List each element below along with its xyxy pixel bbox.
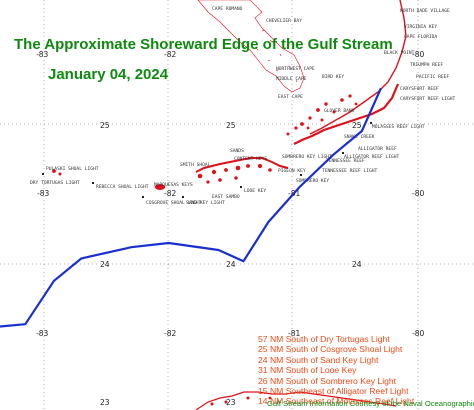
marker-looe-key — [240, 186, 242, 188]
map-date: January 04, 2024 — [48, 66, 169, 83]
place-labels: CAPE ROMANO CHEVELIER BAY NORTH DADE VIL… — [30, 6, 456, 206]
place-triumph-reef: TRIUMPH REEF — [410, 62, 443, 68]
station-entry: 31 NM South of Looe Key — [258, 365, 357, 376]
place-content-keys: CONTENT KEYS — [234, 156, 267, 162]
place-snake-creek: SNAKE CREEK — [344, 134, 375, 140]
place-cosgrove-light: COSGROVE SHOAL LIGHT — [146, 200, 202, 206]
place-molasses-light: MOLASSES REEF LIGHT — [372, 124, 425, 130]
lat-label-23b: 23 — [226, 398, 236, 407]
place-virginia-key: VIRGINIA KEY — [404, 24, 437, 30]
lon-label-bot-83: -83 — [36, 329, 48, 338]
land-dry-tortugas — [52, 169, 56, 173]
station-markers — [42, 122, 372, 198]
station-entry: 25 NM South of Cosgrove Shoal Light — [258, 344, 403, 355]
place-sand-key-light: SAND KEY LIGHT — [186, 200, 225, 206]
marker-sand-key — [182, 196, 184, 198]
land-everglades-dots — [255, 29, 298, 83]
place-carysfort-light: CARYSFORT REEF LIGHT — [400, 96, 456, 102]
place-pigeon-key: PIGEON KEY — [278, 168, 306, 174]
lat-label-25b: 25 — [226, 121, 236, 130]
land-southeast-coast — [309, 0, 407, 135]
lon-label-top-83: -83 — [36, 50, 48, 59]
land-marquesas — [154, 184, 166, 190]
land-dry-tortugas-2 — [58, 172, 62, 176]
place-glover-bank: GLOVER BANK — [324, 108, 355, 114]
lon-label-mid-80: -80 — [412, 189, 424, 198]
station-distance-list: 57 NM South of Dry Tortugas Light 25 NM … — [258, 334, 414, 407]
lat-label-24a: 24 — [100, 260, 110, 269]
place-marquesas: MARQUESAS KEYS — [154, 182, 193, 188]
place-sombrero-key: SOMBRERO KEY — [296, 178, 329, 184]
land-florida-bay-islands — [286, 94, 358, 136]
land-cuba-dots — [210, 396, 272, 406]
place-north-dade: NORTH DADE VILLAGE — [400, 8, 450, 14]
lat-label-25c: 25 — [352, 121, 362, 130]
lat-label-23a: 23 — [100, 398, 110, 407]
lon-label-top-80: -80 — [412, 50, 424, 59]
station-entry: 14 NM Southeast of Molasses Reef Light — [258, 396, 415, 407]
marker-cosgrove — [142, 196, 144, 198]
map-title: The Approximate Shoreward Edge of the Gu… — [14, 36, 393, 53]
lon-label-bot-80: -80 — [412, 329, 424, 338]
land-lower-keys — [195, 157, 289, 173]
marker-rebecca — [92, 182, 94, 184]
land-cuba-coast — [195, 391, 397, 410]
marker-molasses — [370, 122, 372, 124]
place-chevelier-bay: CHEVELIER BAY — [266, 18, 302, 24]
marker-dry-tortugas — [42, 173, 44, 175]
lat-label-24b: 24 — [226, 260, 236, 269]
land-mainland-coast — [197, 0, 305, 93]
place-carysfort-reef: CARYSFORT REEF — [400, 86, 439, 92]
place-cape-florida: CAPE FLORIDA — [404, 34, 437, 40]
lon-label-bot-81: -81 — [288, 329, 300, 338]
place-smith-shoal: SMITH SHOAL — [180, 162, 211, 168]
place-cape-romano: CAPE ROMANO — [212, 6, 243, 12]
place-sombrero-light: SOMBRERO KEY LIGHT — [282, 154, 332, 160]
land-lower-keys-islands — [197, 163, 272, 184]
station-entry: 24 NM South of Sand Key Light — [258, 354, 379, 365]
marker-alligator — [342, 152, 344, 154]
place-east-cape: EAST CAPE — [278, 94, 303, 100]
place-east-sambo: EAST SAMBO — [212, 194, 240, 200]
lon-label-mid-82: -82 — [164, 189, 176, 198]
credit-line: Gulf Stream Information Courtesy of the … — [267, 399, 474, 408]
place-looe-key: LOOE KEY — [244, 188, 266, 194]
place-tennessee-reef: TENNESSEE REEF — [326, 158, 365, 164]
station-entry: 15 NM Southeast of Alligator Reef Light — [258, 386, 409, 397]
place-middle-cape: MIDDLE CAPE — [276, 76, 307, 82]
land-layer — [52, 0, 407, 410]
place-northwest-cape: NORTHWEST CAPE — [276, 66, 315, 72]
place-pacific-reef: PACIFIC REEF — [416, 74, 449, 80]
place-bird-key: BIRD KEY — [322, 74, 344, 80]
lat-label-25a: 25 — [100, 121, 110, 130]
lat-label-24c: 24 — [352, 260, 362, 269]
lon-label-mid-83: -83 — [37, 189, 49, 198]
place-black-point: BLACK POINT — [384, 50, 415, 56]
place-dry-tortugas-light: DRY TORTUGAS LIGHT — [30, 180, 80, 186]
land-upper-keys — [293, 83, 400, 145]
lon-label-bot-82: -82 — [164, 329, 176, 338]
gulf-stream-edge-line — [0, 87, 382, 328]
place-pulaski-light: PULASKI SHOAL LIGHT — [46, 166, 99, 172]
place-sands: SANDS — [230, 148, 244, 154]
place-rebecca-light: REBECCA SHOAL LIGHT — [96, 184, 149, 190]
place-tennessee-light: TENNESSEE REEF LIGHT — [322, 168, 378, 174]
station-entry: 57 NM South of Dry Tortugas Light — [258, 334, 390, 344]
place-alligator-reef: ALLIGATOR REEF — [358, 146, 397, 152]
place-alligator-light: ALLIGATOR REEF LIGHT — [344, 154, 400, 160]
marker-sombrero — [300, 174, 302, 176]
station-entry: 26 NM South of Sombrero Key Light — [258, 375, 397, 386]
lon-label-top-82: -82 — [164, 50, 176, 59]
